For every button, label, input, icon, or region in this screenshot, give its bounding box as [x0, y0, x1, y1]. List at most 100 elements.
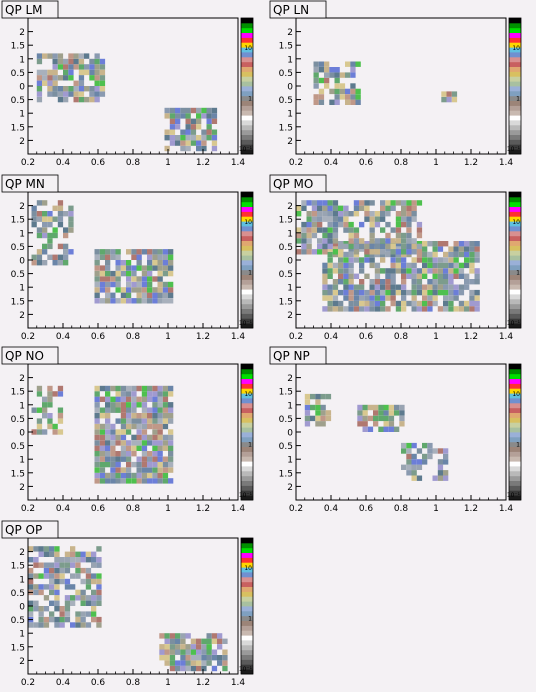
histogram-cell [52, 91, 58, 97]
histogram-cell [343, 279, 349, 285]
color-scale-segment [509, 364, 521, 370]
histogram-cell [464, 262, 470, 269]
histogram-cell [141, 413, 148, 419]
x-tick-label: 1 [165, 332, 171, 342]
color-scale-segment [241, 446, 253, 452]
y-tick-label: 0.5 [11, 270, 25, 280]
histogram-cell [190, 107, 197, 114]
histogram-cell [105, 402, 111, 408]
color-scale-segment [241, 149, 253, 155]
histogram-cell [141, 440, 148, 446]
histogram-cell [136, 298, 142, 304]
color-scale-segment [241, 466, 253, 472]
histogram-cell [378, 415, 384, 422]
y-tick-label: 0.5 [11, 415, 25, 425]
histogram-cell [141, 418, 148, 424]
histogram-cell [411, 459, 417, 465]
histogram-cell [43, 616, 50, 623]
histogram-cell [453, 273, 459, 279]
histogram-cell [57, 216, 64, 222]
histogram-cell [68, 64, 74, 70]
histogram-cell [49, 589, 55, 596]
color-scale-segment [241, 576, 253, 583]
histogram-cell [54, 562, 60, 568]
histogram-cell [152, 451, 158, 457]
histogram-cell [131, 249, 137, 255]
histogram-cell [120, 478, 127, 484]
histogram-cell [201, 135, 207, 141]
histogram-cell [427, 289, 433, 296]
histogram-cell [313, 77, 319, 84]
histogram-cell [380, 289, 386, 296]
histogram-cell [211, 638, 218, 644]
histogram-cell [432, 273, 438, 279]
histogram-cell [168, 249, 174, 255]
histogram-cell [416, 284, 423, 290]
color-scale-segment [509, 71, 521, 77]
histogram-cell [84, 96, 90, 103]
histogram-cell [42, 53, 48, 59]
histogram-cell [390, 295, 396, 301]
histogram-cell [131, 298, 137, 304]
histogram-cell [437, 464, 444, 470]
color-scale-segment [241, 192, 253, 198]
histogram-cell [105, 265, 111, 271]
histogram-cell [201, 644, 207, 650]
color-scale-segment [241, 557, 253, 563]
x-tick-label: 0.4 [324, 332, 339, 342]
histogram-cell [474, 246, 480, 252]
histogram-cell [168, 298, 174, 304]
histogram-cell [353, 300, 360, 307]
histogram-cell [126, 451, 132, 457]
histogram-cell [332, 205, 339, 211]
histogram-cell [115, 472, 121, 479]
histogram-cell [411, 200, 417, 206]
histogram-cell [369, 227, 375, 233]
histogram-cell [432, 241, 438, 247]
color-scale-segment [509, 308, 521, 314]
color-scale-segment [241, 635, 253, 641]
histogram-cell [443, 262, 449, 269]
histogram-cell [164, 633, 170, 639]
histogram-cell [54, 589, 60, 596]
histogram-cell [364, 211, 370, 217]
color-scale-segment [241, 630, 253, 636]
histogram-cell [406, 442, 412, 449]
histogram-cell [427, 306, 433, 312]
histogram-cell [327, 211, 333, 217]
histogram-cell [443, 289, 449, 296]
histogram-cell [105, 298, 111, 304]
histogram-cell [31, 211, 37, 217]
histogram-cell [78, 69, 85, 76]
panel-title: QP MO [273, 177, 313, 191]
histogram-cell [332, 232, 339, 239]
histogram-cell [301, 243, 307, 250]
histogram-cell [131, 265, 137, 271]
histogram-cell [374, 284, 381, 290]
histogram-cell [338, 257, 344, 263]
histogram-cell [49, 600, 55, 606]
histogram-cell [147, 461, 153, 468]
panel-title-box [269, 346, 327, 365]
histogram-cell [399, 421, 405, 427]
histogram-cell [136, 396, 142, 402]
x-tick-label: 1 [433, 504, 439, 514]
histogram-cell [464, 257, 470, 263]
histogram-cell [54, 578, 60, 585]
histogram-cell [175, 633, 181, 639]
histogram-cell [168, 265, 174, 271]
histogram-cell [99, 407, 106, 413]
color-scale-segment [241, 451, 253, 457]
histogram-cell [350, 83, 356, 89]
histogram-cell [42, 413, 48, 419]
histogram-cell [311, 200, 318, 206]
histogram-cell [180, 665, 186, 672]
histogram-cell [401, 200, 407, 206]
histogram-cell [36, 232, 43, 239]
histogram-cell [301, 238, 307, 244]
histogram-cell [441, 91, 447, 97]
histogram-cell [190, 660, 197, 666]
histogram-cell [126, 472, 132, 479]
histogram-cell [318, 77, 325, 84]
histogram-cell [443, 257, 449, 263]
